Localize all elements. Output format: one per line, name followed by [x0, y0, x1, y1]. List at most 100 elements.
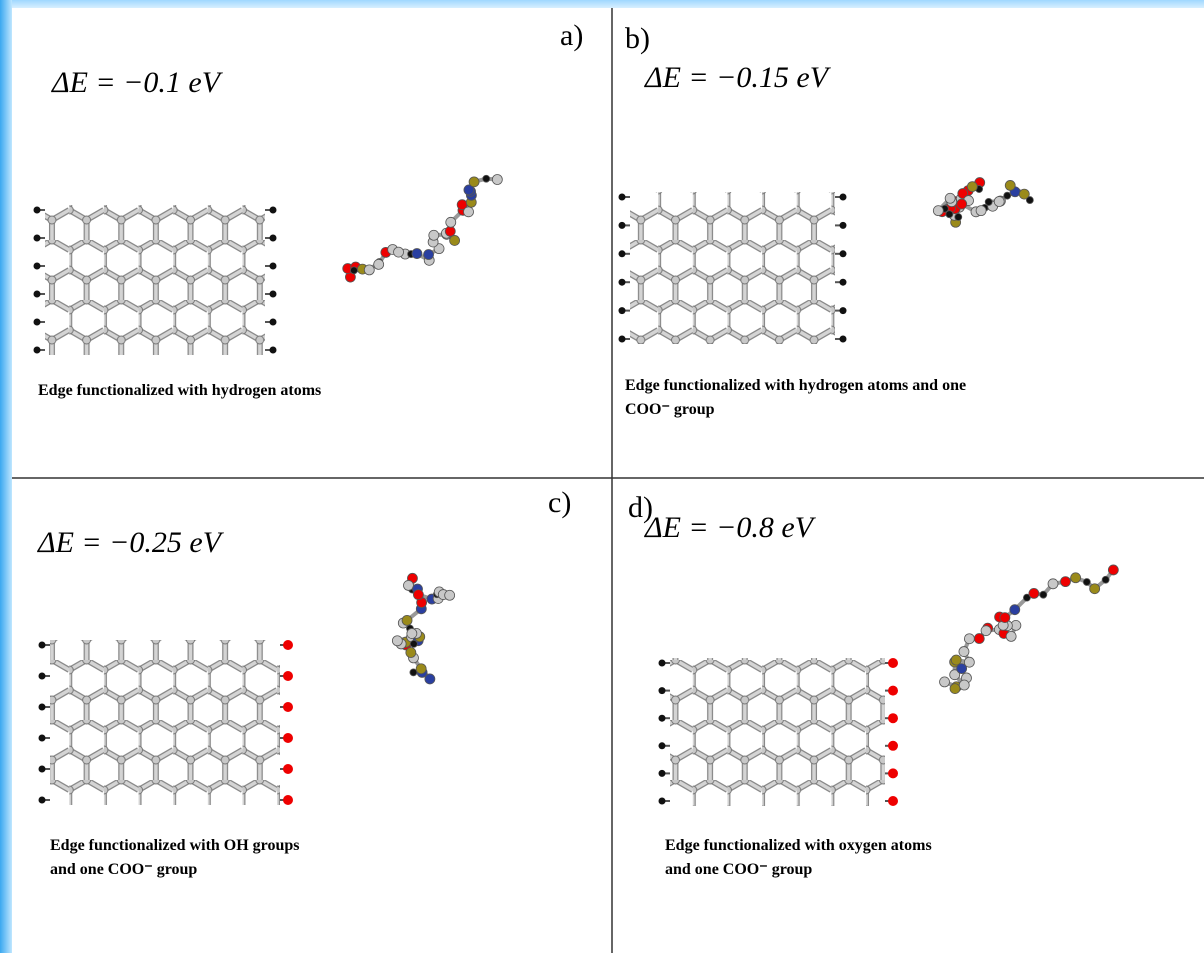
- hydrogen-atom: [659, 687, 666, 694]
- atom: [412, 249, 422, 259]
- atom: [1102, 576, 1109, 583]
- edge-atom: [270, 319, 277, 326]
- hydrogen-atom: [34, 207, 41, 214]
- atom: [445, 226, 455, 236]
- caption: and one COO⁻ group: [665, 861, 812, 878]
- edge-atom: [840, 194, 847, 201]
- edge-atom: [840, 250, 847, 257]
- edge-atom: [283, 640, 293, 650]
- edge-atom: [888, 658, 898, 668]
- atom: [429, 230, 439, 240]
- edge-atom: [888, 768, 898, 778]
- atom: [450, 235, 460, 245]
- atom: [1040, 591, 1047, 598]
- hydrogen-atom: [39, 735, 46, 742]
- atom: [445, 590, 455, 600]
- atom: [425, 674, 435, 684]
- atom: [464, 207, 474, 217]
- atom: [1083, 578, 1090, 585]
- atom: [483, 175, 490, 182]
- graphene-sheet: [50, 640, 280, 805]
- atom: [406, 648, 416, 658]
- atom: [403, 580, 413, 590]
- atom: [940, 677, 950, 687]
- atom: [469, 177, 479, 187]
- hydrogen-atom: [619, 307, 626, 314]
- caption: Edge functionalized with oxygen atoms: [665, 837, 932, 854]
- atom: [1108, 565, 1118, 575]
- atom: [959, 647, 969, 657]
- atom: [446, 217, 456, 227]
- caption: and one COO⁻ group: [50, 861, 197, 878]
- hydrogen-atom: [39, 673, 46, 680]
- hydrogen-atom: [34, 291, 41, 298]
- atom: [974, 634, 984, 644]
- hydrogen-atom: [39, 642, 46, 649]
- atom: [1029, 588, 1039, 598]
- panel-label: a): [560, 19, 583, 52]
- edge-atom: [270, 263, 277, 270]
- edge-atom: [888, 741, 898, 751]
- atom: [1004, 192, 1011, 199]
- graphene-sheet: [670, 658, 885, 806]
- edge-atom: [270, 235, 277, 242]
- atom: [364, 265, 374, 275]
- atom: [402, 615, 412, 625]
- atom: [407, 628, 417, 638]
- hydrogen-atom: [619, 194, 626, 201]
- atom: [350, 267, 357, 274]
- energy-label: ΔE = −0.1 eV: [51, 66, 224, 99]
- atom: [945, 193, 955, 203]
- atom: [964, 634, 974, 644]
- edge-atom: [888, 686, 898, 696]
- hydrogen-atom: [34, 263, 41, 270]
- graphene-sheet: [630, 192, 835, 344]
- hydrogen-atom: [659, 770, 666, 777]
- atom: [392, 636, 402, 646]
- atom: [1071, 573, 1081, 583]
- edge-atom: [888, 713, 898, 723]
- hydrogen-atom: [659, 742, 666, 749]
- energy-label: ΔE = −0.25 eV: [37, 526, 225, 559]
- graphene-sheet: [45, 205, 265, 355]
- caption: Edge functionalized with hydrogen atoms: [38, 382, 321, 399]
- energy-label: ΔE = −0.15 eV: [644, 61, 832, 94]
- edge-atom: [840, 336, 847, 343]
- panel-label: c): [548, 486, 571, 519]
- hydrogen-atom: [34, 347, 41, 354]
- atom: [413, 590, 423, 600]
- atom: [410, 640, 417, 647]
- edge-atom: [283, 733, 293, 743]
- atom: [1010, 605, 1020, 615]
- energy-label: ΔE = −0.8 eV: [644, 511, 817, 544]
- atom: [981, 626, 991, 636]
- atom: [1000, 613, 1010, 623]
- atom: [957, 199, 967, 209]
- hydrogen-atom: [619, 279, 626, 286]
- atom: [976, 206, 986, 216]
- edge-atom: [888, 796, 898, 806]
- atom: [933, 206, 943, 216]
- atom: [1090, 584, 1100, 594]
- hydrogen-atom: [659, 798, 666, 805]
- edge-atom: [270, 291, 277, 298]
- hydrogen-atom: [34, 235, 41, 242]
- atom: [1048, 579, 1058, 589]
- top-border: [0, 0, 1204, 8]
- hydrogen-atom: [34, 319, 41, 326]
- side-border: [0, 0, 12, 953]
- atom: [951, 655, 961, 665]
- edge-atom: [270, 207, 277, 214]
- atom: [424, 250, 434, 260]
- hydrogen-atom: [659, 715, 666, 722]
- hydrogen-atom: [39, 797, 46, 804]
- caption: Edge functionalized with OH groups: [50, 837, 300, 854]
- atom: [416, 664, 426, 674]
- atom: [1060, 577, 1070, 587]
- atom: [1005, 180, 1015, 190]
- caption: COO⁻ group: [625, 401, 715, 418]
- edge-atom: [283, 671, 293, 681]
- hydrogen-atom: [659, 660, 666, 667]
- atom: [959, 680, 969, 690]
- atom: [994, 196, 1004, 206]
